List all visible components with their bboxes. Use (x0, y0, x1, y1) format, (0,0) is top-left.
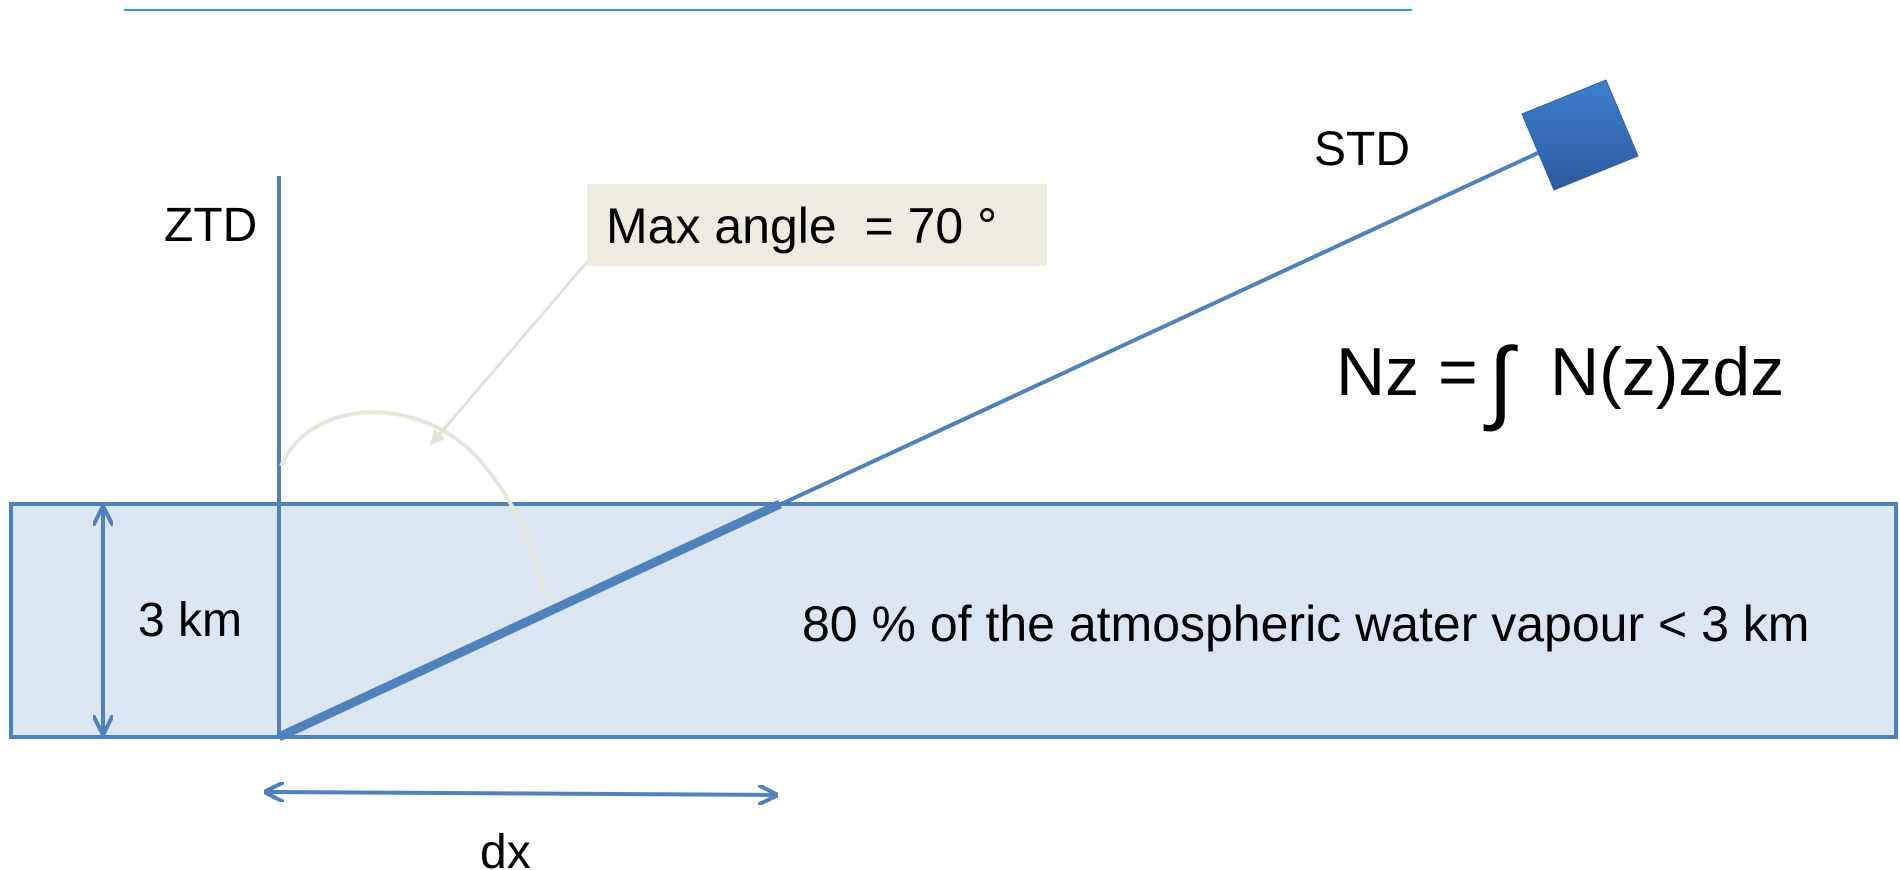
std-label: STD (1314, 123, 1410, 176)
satellite-square-icon (1521, 79, 1639, 191)
layer-note: 80 % of the atmospheric water vapour < 3… (802, 596, 1809, 652)
dx-arrow (266, 792, 776, 795)
formula-lhs: Nz = (1336, 334, 1478, 410)
max-angle-callout (587, 184, 1047, 266)
formula-integral: ∫ (1483, 330, 1518, 432)
dx-label: dx (480, 826, 531, 870)
std-line-in-layer (277, 499, 782, 742)
ztd-label: ZTD (164, 199, 257, 252)
callout-pointer (430, 261, 589, 446)
atmospheric-layer (9, 502, 1898, 739)
height-label: 3 km (138, 594, 242, 647)
formula-rhs: N(z)zdz (1550, 334, 1784, 410)
max-angle-label: Max angle = 70 ° (606, 198, 997, 254)
angle-arc (279, 410, 547, 598)
